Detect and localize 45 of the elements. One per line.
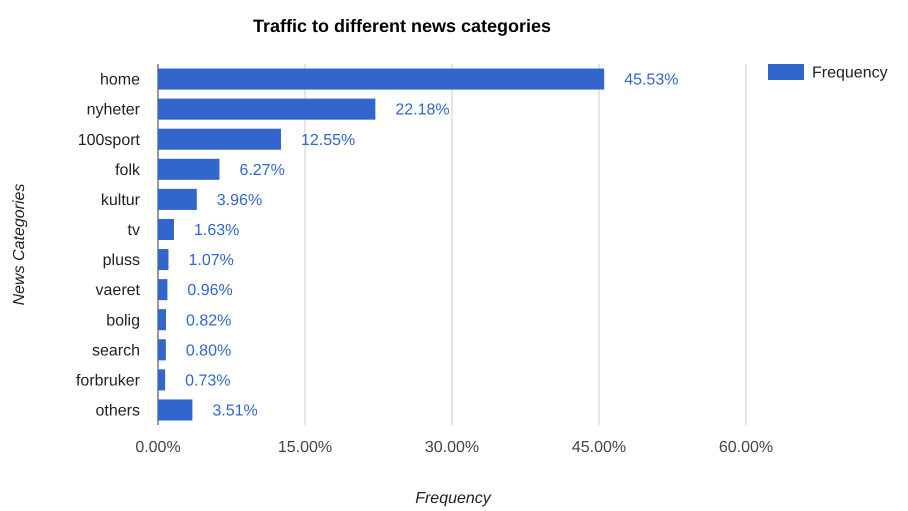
bar (158, 309, 166, 330)
y-tick-label: nyheter (86, 102, 141, 119)
data-label: 1.63% (194, 222, 240, 240)
data-label: 1.07% (188, 252, 234, 270)
bar (158, 399, 192, 420)
bar (158, 98, 376, 120)
x-axis-title: Frequency (415, 490, 492, 507)
y-tick-label: pluss (102, 252, 140, 270)
y-tick-label: others (96, 402, 140, 420)
bar (158, 218, 174, 240)
data-label: 22.18% (395, 102, 450, 119)
data-label: 0.80% (186, 342, 232, 360)
bar (158, 369, 166, 390)
y-tick-label: kultur (100, 192, 141, 209)
y-tick-label: 100sport (78, 132, 141, 149)
data-label: 12.55% (300, 132, 356, 149)
y-tick-label: home (100, 72, 140, 89)
bar (158, 158, 220, 180)
bar (158, 188, 197, 210)
y-tick-label: folk (115, 162, 141, 179)
data-label: 0.73% (185, 372, 231, 390)
bar (158, 68, 604, 90)
bar (158, 279, 168, 300)
bar (158, 128, 281, 150)
y-tick-label: forbruker (76, 372, 141, 390)
bar (158, 339, 166, 360)
chart-title: Traffic to different news categories (252, 16, 552, 36)
x-tick-label: 45.00% (572, 439, 626, 456)
data-label: 3.51% (212, 402, 258, 420)
bar (158, 249, 168, 270)
data-label: 0.96% (187, 282, 233, 300)
x-tick-label: 30.00% (424, 439, 480, 456)
x-tick-label: 0.00% (135, 439, 181, 456)
y-axis-title: News Categories (11, 184, 28, 306)
y-tick-label: bolig (106, 312, 140, 330)
legend-label: Frequency (812, 64, 888, 82)
y-tick-label: vaeret (96, 282, 141, 300)
x-tick-label: 15.00% (278, 439, 332, 456)
data-label: 3.96% (216, 192, 262, 209)
y-tick-label: tv (128, 222, 140, 240)
x-tick-label: 60.00% (718, 439, 774, 456)
data-label: 45.53% (624, 72, 678, 89)
data-label: 0.82% (186, 312, 232, 330)
data-label: 6.27% (239, 162, 285, 179)
y-tick-label: search (92, 342, 140, 360)
